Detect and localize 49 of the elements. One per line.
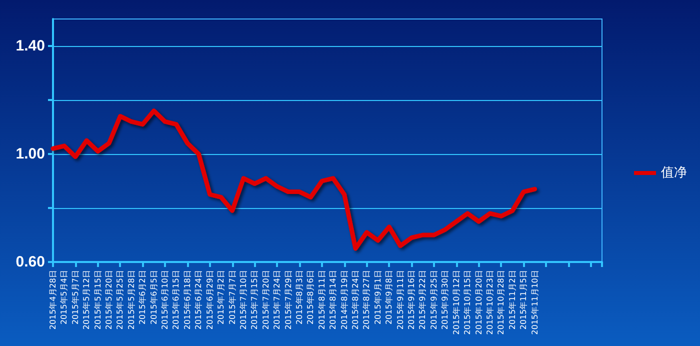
- legend-label: 值净: [661, 166, 687, 180]
- x-tick-label: 2015年10月23日: [485, 270, 494, 335]
- x-tick-label: 2015年10月12日: [452, 270, 461, 335]
- x-tick-label: 2015年7月7日: [228, 270, 237, 325]
- x-tick-label: 2015年7月2日: [216, 270, 226, 325]
- x-tick-label: 2015年6月2日: [138, 270, 148, 325]
- x-tick-label: 2015年7月15日: [250, 270, 260, 330]
- x-tick-label: 2015年9月25日: [429, 270, 438, 330]
- x-tick-label: 2015年7月10日: [238, 270, 248, 330]
- x-tick-label: 2015年9月30日: [440, 270, 450, 330]
- x-tick-label: 2015年6月5日: [149, 270, 158, 325]
- x-tick-label: 2015年8月11日: [317, 270, 326, 330]
- x-tick-label: 2015年5月15日: [93, 270, 102, 330]
- x-tick-label: 2015年11月5日: [519, 270, 528, 330]
- x-tick-label: 2015年9月11日: [396, 270, 405, 330]
- x-tick-label: 2015年8月14日: [328, 270, 338, 330]
- x-tick-label: 2015年10月20日: [474, 270, 484, 335]
- y-tick-label: 0.60: [16, 254, 45, 270]
- x-tick-label: 2015年6月29日: [205, 270, 214, 330]
- x-tick-label: 2015年10月28日: [496, 270, 506, 335]
- x-tick-label: 2015年5月7日: [70, 270, 80, 325]
- x-tick-label: 2015年8月24日: [351, 270, 360, 330]
- x-tick-label: 2015年9月1日: [373, 270, 382, 325]
- x-tick-label: 2015年5月25日: [116, 270, 125, 330]
- x-tick-label: 2015年5月28日: [126, 270, 136, 330]
- x-tick-label: 2015年9月8日: [384, 270, 394, 325]
- x-tick-label: 2015年10月15日: [463, 270, 472, 335]
- x-tick-label: 2015年6月24日: [194, 270, 204, 330]
- x-tick-label: 2015年8月6日: [306, 270, 316, 325]
- x-tick-label: 2015年6月15日: [172, 270, 181, 330]
- x-tick-label: 2015年7月29日: [284, 270, 293, 330]
- x-tick-label: 2015年6月10日: [160, 270, 170, 330]
- y-tick-label: 1.40: [16, 38, 45, 54]
- x-tick-label: 2015年7月20日: [261, 270, 270, 330]
- x-tick-label: 2015年5月12日: [82, 270, 92, 330]
- x-tick-label: 2015年5月20日: [104, 270, 114, 330]
- line-series: [50, 108, 538, 251]
- x-tick-label: 2015年9月16日: [407, 270, 416, 330]
- x-tick-label: 2015年11月10日: [530, 270, 540, 335]
- x-tick-label: 2015年9月22日: [418, 270, 428, 330]
- x-tick-label: 2015年5月4日: [60, 270, 69, 325]
- x-tick-label: 2014年8月19日: [340, 270, 349, 330]
- x-tick-label: 2015年11月2日: [508, 270, 517, 330]
- y-tick-label: 1.00: [16, 146, 45, 162]
- x-tick-label: 2015年8月3日: [294, 270, 304, 325]
- x-tick-label: 2015年4月28日: [48, 270, 58, 330]
- x-tick-label: 2015年7月24日: [272, 270, 282, 330]
- x-tick-label: 2015年6月18日: [182, 270, 192, 330]
- x-tick-label: 2015年8月27日: [362, 270, 372, 330]
